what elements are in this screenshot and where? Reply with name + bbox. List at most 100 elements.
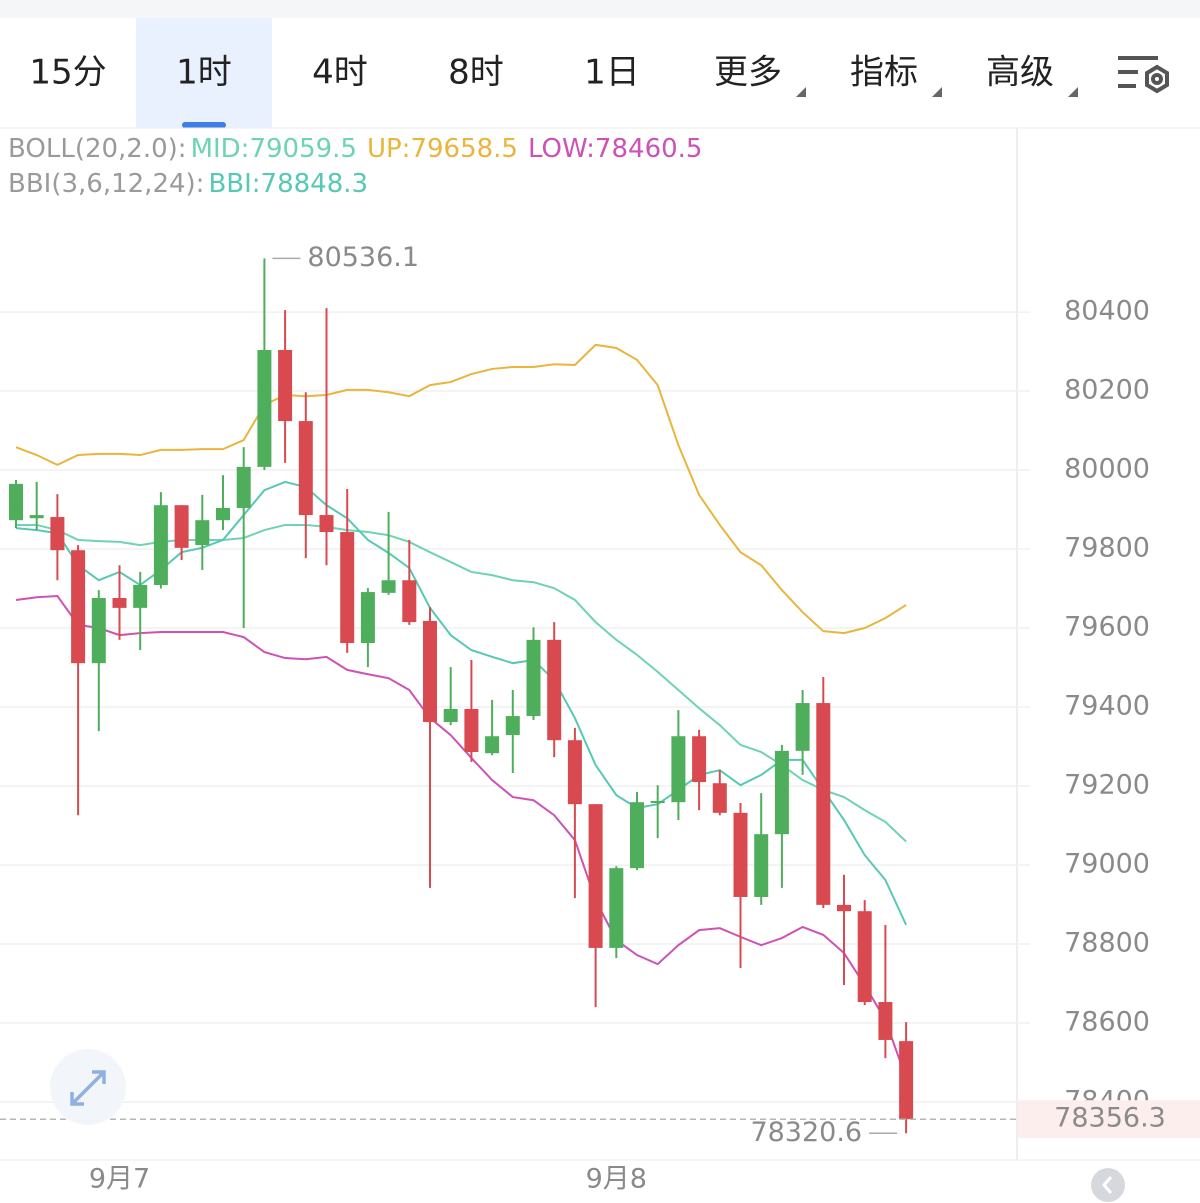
- max-label: 80536.1: [307, 242, 419, 273]
- candle-body: [712, 783, 727, 813]
- candle-body: [340, 532, 355, 644]
- y-tick-label: 78800: [1064, 927, 1150, 958]
- x-tick-label: 9月8: [586, 1164, 647, 1195]
- indicator-line: [16, 523, 907, 843]
- candle-body: [9, 483, 23, 521]
- y-tick-label: 80200: [1064, 375, 1150, 406]
- expand-button[interactable]: [50, 1049, 126, 1125]
- indicator-line: [15, 594, 908, 1079]
- expand-arrows: [70, 1070, 106, 1106]
- candle-body: [319, 515, 334, 533]
- y-tick-label: 79800: [1064, 533, 1150, 564]
- candle-body: [133, 584, 148, 608]
- indicator-row: BOLL(20,2.0): MID:79059.5 UP:79658.5 LOW:78…: [8, 134, 702, 164]
- candle-body: [381, 580, 396, 593]
- candle-body: [588, 804, 603, 948]
- y-tick-label: 79400: [1064, 691, 1150, 722]
- candle-body: [816, 703, 831, 905]
- candles: [9, 258, 914, 1134]
- tab[interactable]: 1日: [584, 53, 640, 93]
- status-strip: [0, 0, 1200, 18]
- labels: 7840078600788007900079200794007960079800…: [0, 242, 1200, 1195]
- dropdown-arrow: [1068, 87, 1078, 97]
- candle-body: [774, 750, 789, 835]
- candle-body: [112, 598, 127, 608]
- candle-body: [692, 736, 707, 783]
- settings-icon[interactable]: [1118, 56, 1169, 94]
- grid: [0, 311, 1030, 1103]
- toolbar: 15分 1时 4时 8时 1日 更多 指标 高级: [29, 18, 1078, 128]
- candle-body: [50, 517, 65, 551]
- candle-body: [878, 1002, 893, 1040]
- icon-dot: [1151, 73, 1163, 85]
- min-label: 78320.6: [750, 1117, 862, 1148]
- tab[interactable]: 高级: [986, 53, 1054, 93]
- candle-body: [216, 507, 230, 521]
- candle-body: [298, 421, 313, 516]
- k-bg: [1091, 1168, 1125, 1202]
- last-price-label: 78356.3: [1054, 1103, 1166, 1134]
- indicator-label: BOLL(20,2.0):: [8, 134, 187, 164]
- candle-body: [609, 868, 624, 948]
- candle-body: [505, 716, 520, 736]
- k-button[interactable]: [1091, 1168, 1125, 1202]
- y-tick-label: 79200: [1064, 769, 1150, 800]
- candle-body: [630, 802, 644, 869]
- y-tick-label: 78600: [1064, 1006, 1150, 1037]
- tab[interactable]: 指标: [850, 53, 918, 93]
- k-icon: [1102, 1176, 1113, 1194]
- tab-selected-bg: [136, 18, 272, 128]
- candle-body: [257, 349, 272, 467]
- candle-body: [423, 620, 437, 723]
- last-price-bg: [1018, 1100, 1200, 1139]
- legend-entry: MID:79059.5: [191, 134, 357, 164]
- y-tick-label: 79000: [1064, 848, 1150, 879]
- candle-body: [278, 349, 293, 422]
- indicator-label: BBI(3,6,12,24):: [8, 169, 204, 199]
- candle-body: [526, 639, 541, 717]
- candle-body: [29, 515, 44, 519]
- indicator-row: BBI(3,6,12,24): BBI:78848.3: [8, 169, 368, 199]
- tab[interactable]: 4时: [312, 53, 368, 93]
- y-tick-label: 79600: [1064, 612, 1150, 643]
- legend-entry: UP:79658.5: [367, 134, 518, 164]
- candle-body: [795, 703, 810, 751]
- candle-body: [174, 505, 189, 548]
- y-tick-label: 80400: [1064, 296, 1150, 327]
- candle-body: [754, 834, 769, 897]
- legend-entry: BBI:78848.3: [208, 169, 368, 199]
- candle-body: [195, 520, 210, 546]
- candle-body: [402, 580, 417, 623]
- tab[interactable]: 15分: [29, 53, 106, 93]
- legend-entry: LOW:78460.5: [528, 134, 702, 164]
- candle-body: [71, 550, 86, 664]
- indicator-line: [15, 343, 907, 635]
- icon-hex: [1145, 64, 1169, 94]
- candle-body: [464, 708, 479, 753]
- candle-body: [671, 736, 686, 803]
- candle-body: [360, 592, 375, 644]
- candle-body: [650, 801, 665, 804]
- dropdown-arrow: [932, 87, 942, 97]
- y-tick-label: 80000: [1064, 454, 1150, 485]
- x-tick-label: 9月7: [89, 1164, 150, 1195]
- indicator-lines: [15, 343, 908, 1079]
- candle-body: [837, 904, 851, 912]
- tab[interactable]: 更多: [714, 53, 782, 93]
- candle-body: [153, 505, 168, 585]
- dropdown-arrow: [796, 87, 806, 97]
- candle-body: [91, 598, 106, 664]
- candle-body: [567, 740, 582, 805]
- tab[interactable]: 8时: [448, 53, 504, 93]
- candle-body: [547, 639, 562, 741]
- candle-body: [443, 708, 458, 723]
- tab[interactable]: 1时: [176, 53, 232, 93]
- candle-body: [857, 911, 872, 1003]
- candle-body: [899, 1041, 914, 1120]
- candle-body: [236, 466, 251, 508]
- tab-indicator: [182, 122, 226, 128]
- candle-body: [485, 736, 500, 754]
- candle-body: [733, 812, 748, 897]
